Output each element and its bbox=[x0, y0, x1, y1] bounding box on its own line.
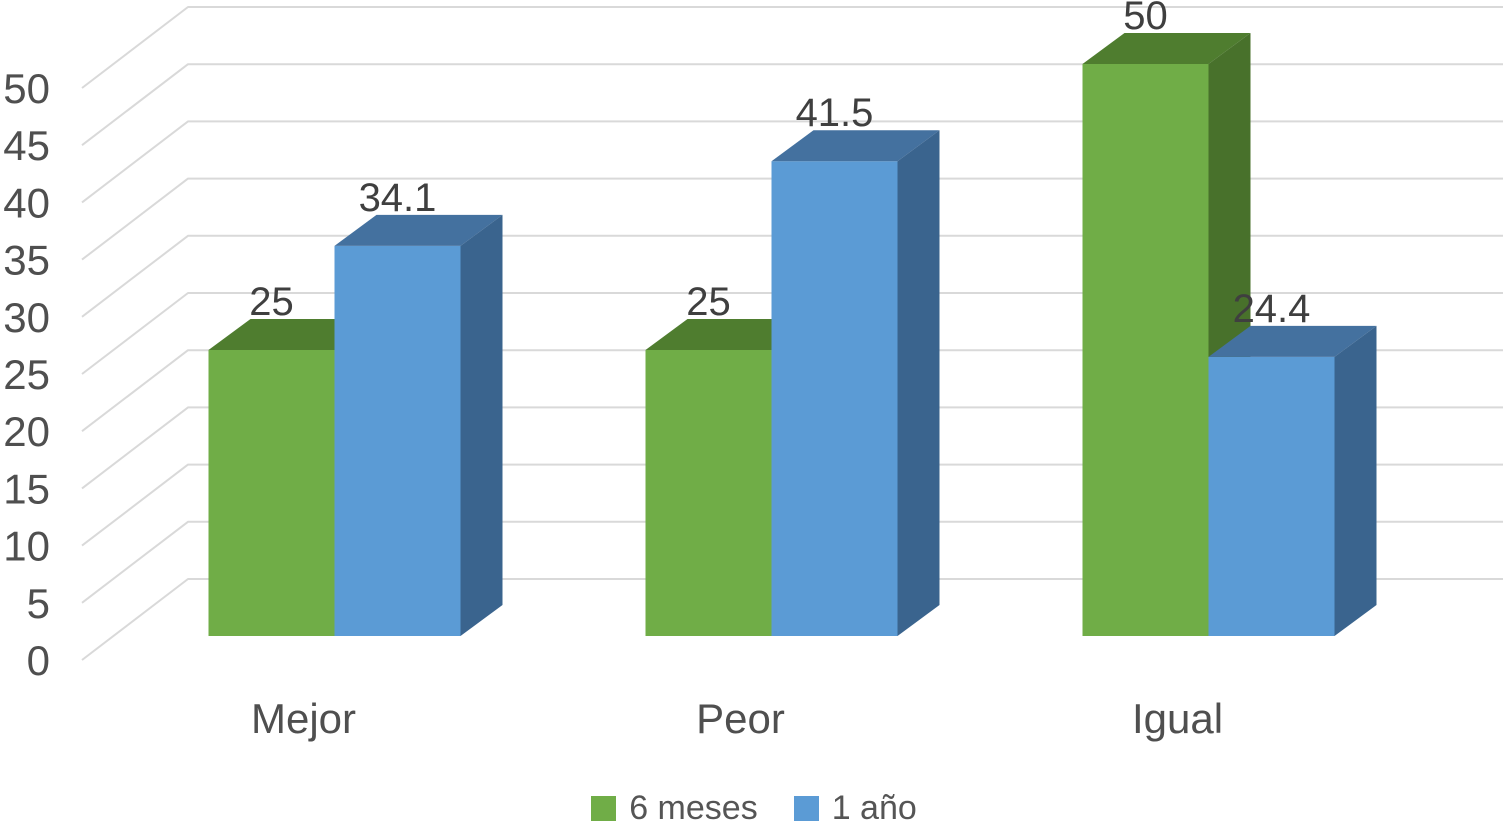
value-label-1-a-o-mejor: 34.1 bbox=[359, 176, 437, 220]
value-label-1-a-o-peor: 41.5 bbox=[796, 91, 874, 135]
bar-1-a-o-mejor-front bbox=[334, 245, 461, 636]
gridline-20 bbox=[81, 349, 1503, 432]
gridline-15 bbox=[81, 406, 1503, 490]
chart-legend: 6 meses 1 año bbox=[0, 791, 1508, 825]
legend-label-6-meses: 6 meses bbox=[629, 789, 758, 827]
y-tick-label-5: 5 bbox=[27, 580, 50, 627]
y-tick-label-30: 30 bbox=[3, 294, 50, 341]
y-tick-label-20: 20 bbox=[3, 408, 50, 455]
category-label-igual: Igual bbox=[1132, 695, 1223, 742]
gridline-10 bbox=[81, 463, 1503, 547]
gridline-35 bbox=[81, 177, 1503, 261]
value-label-6-meses-igual: 50 bbox=[1123, 0, 1168, 38]
value-label-1-a-o-igual: 24.4 bbox=[1233, 287, 1311, 331]
bar-1-a-o-igual-front bbox=[1208, 356, 1335, 636]
y-tick-label-50: 50 bbox=[3, 65, 50, 112]
bar-6-meses-peor-front bbox=[645, 350, 772, 636]
legend-label-1-ano: 1 año bbox=[831, 789, 917, 827]
y-tick-label-10: 10 bbox=[3, 523, 50, 570]
y-tick-label-25: 25 bbox=[3, 351, 50, 398]
bar-1-a-o-peor-side bbox=[897, 130, 940, 637]
bar-1-a-o-mejor-side bbox=[460, 214, 503, 636]
gridline-30 bbox=[81, 234, 1503, 318]
bar-1-a-o-peor-front bbox=[771, 161, 898, 637]
gridline-5 bbox=[81, 520, 1503, 604]
y-tick-label-0: 0 bbox=[27, 637, 50, 684]
gridline-25 bbox=[81, 292, 1503, 375]
bar-1-a-o-mejor-top bbox=[334, 214, 503, 246]
gridline-45 bbox=[81, 63, 1503, 146]
y-tick-label-35: 35 bbox=[3, 237, 50, 284]
y-tick-label-15: 15 bbox=[3, 465, 50, 512]
legend-item-1-ano: 1 año bbox=[793, 789, 917, 827]
category-label-mejor: Mejor bbox=[251, 695, 356, 742]
bar-6-meses-igual-front bbox=[1082, 64, 1209, 636]
gridline-40 bbox=[81, 120, 1503, 204]
y-tick-label-40: 40 bbox=[3, 179, 50, 226]
legend-item-6-meses: 6 meses bbox=[591, 791, 758, 825]
bar-1-a-o-peor-top bbox=[771, 130, 940, 162]
category-label-peor: Peor bbox=[696, 695, 785, 742]
bar-1-a-o-igual-top bbox=[1208, 325, 1377, 357]
y-tick-label-45: 45 bbox=[3, 122, 50, 169]
bar-1-a-o-igual-side bbox=[1334, 325, 1377, 636]
gridline-50 bbox=[81, 6, 1503, 89]
value-label-6-meses-peor: 25 bbox=[686, 280, 731, 324]
legend-swatch-1-ano-icon bbox=[793, 795, 819, 821]
bar-6-meses-mejor-front bbox=[208, 350, 335, 636]
bar-6-meses-igual-top bbox=[1082, 33, 1251, 64]
gridline-0 bbox=[81, 578, 1503, 661]
legend-swatch-6-meses-icon bbox=[591, 795, 617, 821]
value-label-6-meses-mejor: 25 bbox=[249, 280, 294, 324]
